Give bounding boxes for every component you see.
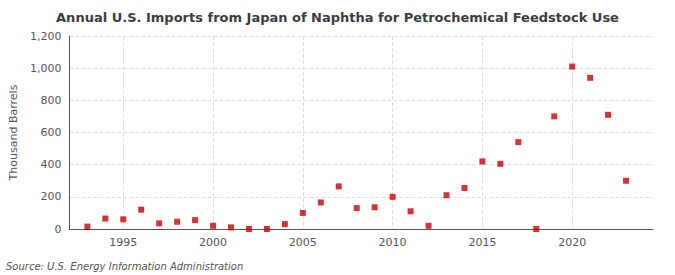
- svg-text:800: 800: [40, 94, 61, 107]
- svg-text:Source: U.S. Energy Informatio: Source: U.S. Energy Information Administ…: [6, 261, 243, 272]
- svg-text:1995: 1995: [109, 236, 137, 249]
- svg-text:2005: 2005: [289, 236, 317, 249]
- svg-text:1,000: 1,000: [30, 62, 62, 75]
- svg-text:600: 600: [40, 126, 61, 139]
- svg-text:200: 200: [40, 190, 61, 203]
- svg-text:2010: 2010: [379, 236, 407, 249]
- svg-text:Thousand Barrels: Thousand Barrels: [7, 84, 20, 181]
- svg-text:400: 400: [40, 158, 61, 171]
- svg-text:Annual U.S. Imports from Japan: Annual U.S. Imports from Japan of Naphth…: [56, 10, 619, 25]
- svg-text:1,200: 1,200: [30, 30, 62, 43]
- svg-text:2015: 2015: [468, 236, 496, 249]
- svg-text:2020: 2020: [558, 236, 586, 249]
- svg-text:2000: 2000: [199, 236, 227, 249]
- svg-text:0: 0: [54, 223, 61, 236]
